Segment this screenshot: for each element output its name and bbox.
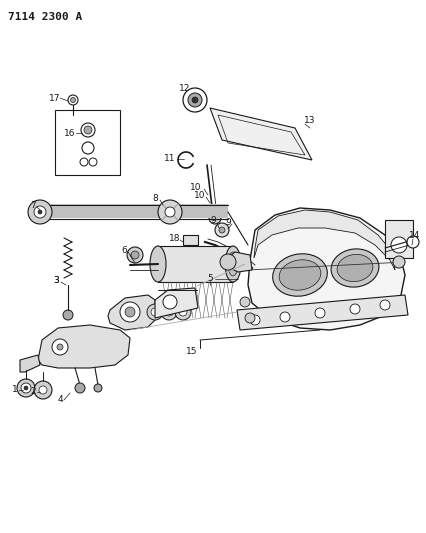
Text: 7: 7 — [30, 200, 36, 209]
Text: 9: 9 — [210, 215, 216, 224]
Bar — [384, 220, 412, 258]
Text: 15: 15 — [186, 348, 197, 357]
Bar — [38, 204, 227, 218]
Polygon shape — [227, 252, 251, 272]
Text: 7114 2300 A: 7114 2300 A — [8, 12, 82, 22]
Circle shape — [151, 308, 158, 316]
Circle shape — [183, 88, 207, 112]
Circle shape — [175, 304, 190, 320]
Circle shape — [84, 126, 92, 134]
Ellipse shape — [279, 260, 320, 290]
Circle shape — [127, 247, 143, 263]
Ellipse shape — [227, 252, 237, 276]
Circle shape — [245, 313, 254, 323]
Circle shape — [80, 158, 88, 166]
Bar — [158, 246, 233, 282]
Text: 9: 9 — [225, 217, 230, 227]
Circle shape — [215, 223, 228, 237]
Bar — [183, 235, 198, 245]
Circle shape — [219, 254, 236, 270]
Polygon shape — [20, 355, 40, 372]
Text: 4: 4 — [57, 395, 63, 405]
Circle shape — [249, 315, 259, 325]
Ellipse shape — [336, 254, 372, 281]
Text: 3: 3 — [53, 276, 59, 285]
Circle shape — [34, 381, 52, 399]
Text: 2: 2 — [30, 387, 36, 397]
Circle shape — [52, 339, 68, 355]
Circle shape — [68, 95, 78, 105]
Ellipse shape — [330, 249, 378, 287]
Text: 14: 14 — [409, 230, 420, 239]
Polygon shape — [248, 208, 404, 330]
Circle shape — [279, 312, 289, 322]
Text: 11: 11 — [164, 154, 176, 163]
Text: 1: 1 — [12, 385, 18, 394]
Text: 8: 8 — [152, 193, 158, 203]
Text: 16: 16 — [64, 128, 75, 138]
Circle shape — [349, 304, 359, 314]
Circle shape — [164, 207, 175, 217]
Text: 17: 17 — [49, 93, 60, 102]
Circle shape — [164, 308, 173, 316]
Circle shape — [131, 251, 139, 259]
Circle shape — [94, 384, 102, 392]
Text: 13: 13 — [304, 116, 315, 125]
Polygon shape — [210, 108, 311, 160]
Polygon shape — [236, 295, 407, 330]
Circle shape — [38, 210, 42, 214]
Circle shape — [120, 302, 140, 322]
Text: 18: 18 — [169, 233, 180, 243]
Text: 10: 10 — [194, 190, 205, 199]
Circle shape — [379, 300, 389, 310]
Ellipse shape — [272, 254, 327, 296]
Circle shape — [57, 344, 63, 350]
Circle shape — [163, 295, 177, 309]
Circle shape — [208, 212, 221, 224]
Polygon shape — [108, 295, 155, 330]
Circle shape — [81, 123, 95, 137]
Circle shape — [125, 307, 135, 317]
Circle shape — [21, 383, 31, 393]
Ellipse shape — [225, 246, 240, 282]
Circle shape — [63, 310, 73, 320]
Text: 5: 5 — [207, 273, 213, 282]
Text: 10: 10 — [190, 182, 201, 191]
Text: 6: 6 — [121, 246, 127, 254]
Circle shape — [406, 236, 418, 248]
Circle shape — [17, 379, 35, 397]
Polygon shape — [155, 288, 198, 318]
Circle shape — [82, 142, 94, 154]
Circle shape — [28, 200, 52, 224]
Circle shape — [314, 308, 324, 318]
Circle shape — [24, 386, 28, 390]
Circle shape — [89, 158, 97, 166]
Circle shape — [34, 206, 46, 218]
Circle shape — [70, 98, 75, 102]
Circle shape — [75, 383, 85, 393]
Circle shape — [392, 256, 404, 268]
Circle shape — [158, 200, 181, 224]
Circle shape — [239, 297, 249, 307]
Circle shape — [147, 304, 163, 320]
Ellipse shape — [150, 246, 166, 282]
Bar — [55, 110, 120, 175]
Text: 12: 12 — [179, 84, 190, 93]
Circle shape — [187, 93, 201, 107]
Circle shape — [39, 386, 47, 394]
Circle shape — [192, 97, 198, 103]
Polygon shape — [38, 325, 130, 368]
Circle shape — [219, 227, 225, 233]
Polygon shape — [253, 210, 394, 270]
Circle shape — [178, 308, 187, 316]
Text: 3: 3 — [53, 276, 59, 285]
Circle shape — [390, 237, 406, 253]
Circle shape — [161, 304, 177, 320]
